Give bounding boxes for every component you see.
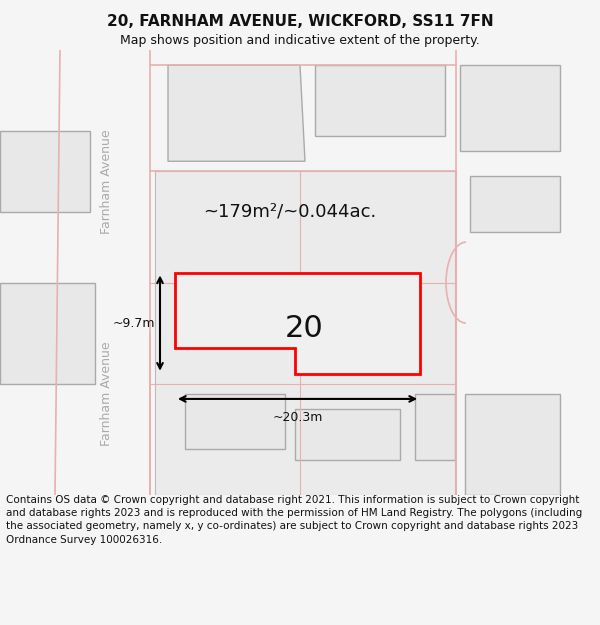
Polygon shape bbox=[155, 171, 455, 495]
Polygon shape bbox=[465, 394, 560, 495]
Polygon shape bbox=[175, 272, 420, 374]
Text: ~179m²/~0.044ac.: ~179m²/~0.044ac. bbox=[203, 203, 377, 221]
Text: ~9.7m: ~9.7m bbox=[113, 317, 155, 329]
Polygon shape bbox=[168, 65, 305, 161]
Polygon shape bbox=[0, 282, 95, 384]
Polygon shape bbox=[470, 176, 560, 232]
Polygon shape bbox=[315, 65, 445, 136]
Text: ~20.3m: ~20.3m bbox=[272, 411, 323, 424]
Text: Map shows position and indicative extent of the property.: Map shows position and indicative extent… bbox=[120, 34, 480, 47]
Polygon shape bbox=[185, 394, 285, 449]
Polygon shape bbox=[415, 394, 455, 459]
Polygon shape bbox=[460, 65, 560, 151]
Text: Contains OS data © Crown copyright and database right 2021. This information is : Contains OS data © Crown copyright and d… bbox=[6, 495, 582, 544]
Polygon shape bbox=[0, 131, 90, 212]
Text: 20, FARNHAM AVENUE, WICKFORD, SS11 7FN: 20, FARNHAM AVENUE, WICKFORD, SS11 7FN bbox=[107, 14, 493, 29]
Polygon shape bbox=[295, 409, 400, 459]
Text: Farnham Avenue: Farnham Avenue bbox=[101, 129, 113, 234]
Text: Farnham Avenue: Farnham Avenue bbox=[101, 341, 113, 446]
Text: 20: 20 bbox=[285, 314, 323, 343]
